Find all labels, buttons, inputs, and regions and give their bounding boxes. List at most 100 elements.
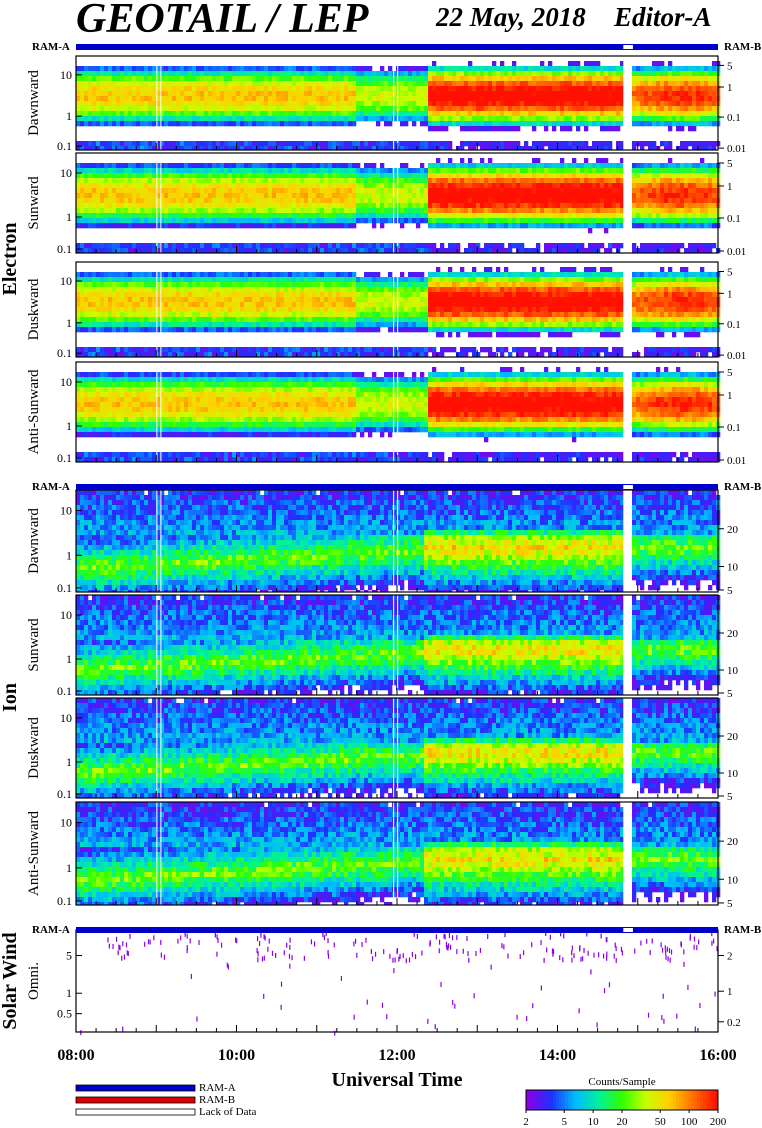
spectrogram-cell [364,168,369,174]
spectrogram-cell [480,121,485,127]
spectrogram-cell [108,203,113,209]
spectrogram-cell [540,208,545,214]
spectrogram-cell [80,327,85,333]
spectrogram-cell [648,173,653,179]
spectrogram-cell [432,106,437,112]
spectrogram-cell [452,198,457,204]
spectrogram-cell [360,213,365,219]
spectrogram-cell [212,141,217,147]
spectrogram-cell [660,243,665,249]
spectrogram-cell [100,352,105,358]
spectrogram-cell [480,76,485,82]
spectrogram-cell [712,111,717,117]
spectrogram-cell [548,101,553,107]
spectrogram-cell [552,81,557,87]
spectrogram-cell [312,198,317,204]
spectrogram-cell [536,208,541,214]
spectrogram-cell [560,163,565,169]
spectrogram-cell [328,168,333,174]
spectrogram-cell [696,111,701,117]
spectrogram-cell [476,106,481,112]
spectrogram-cell [440,213,445,219]
spectrogram-cell [448,223,453,229]
spectrogram-cell [264,71,269,77]
spectrogram-cell [288,188,293,194]
spectrogram-cell [252,101,257,107]
spectrogram-cell [80,292,85,298]
spectrogram-cell [128,76,133,82]
spectrogram-cell [172,101,177,107]
spectrogram-cell [528,183,533,189]
spectrogram-cell [132,101,137,107]
spectrogram-cell [444,111,449,117]
spectrogram-cell [552,203,557,209]
spectrogram-cell [508,183,513,189]
spectrogram-cell [568,193,573,199]
spectrogram-cell [128,327,133,333]
spectrogram-cell [140,203,145,209]
spectrogram-cell [188,146,193,151]
spectrogram-cell [552,173,557,179]
spectrogram-cell [592,106,597,112]
spectrogram-cell [104,111,109,117]
spectrogram-cell [288,76,293,82]
spectrogram-cell [112,66,117,72]
spectrogram-cell [584,141,589,147]
spectrogram-cell [252,116,257,122]
spectrogram-cell [156,193,161,199]
spectrogram-cell [264,248,269,254]
spectrogram-cell [704,193,709,199]
spectrogram-cell [592,208,597,214]
spectrogram-cell [132,203,137,209]
spectrogram-cell [372,173,377,179]
spectrogram-cell [184,243,189,249]
spectrogram-cell [384,146,389,151]
spectrogram-cell [664,173,669,179]
spectrogram-cell [196,91,201,97]
spectrogram-cell [280,71,285,77]
spectrogram-cell [660,163,665,169]
spectrogram-cell [676,111,681,117]
spectrogram-cell [368,106,373,112]
spectrogram-cell [144,203,149,209]
spectrogram-cell [436,248,441,254]
spectrogram-cell [468,121,473,127]
spectrogram-cell [680,66,685,72]
spectrogram-cell [336,141,341,147]
spectrogram-cell [452,203,457,209]
spectrogram-cell [76,76,81,82]
spectrogram-cell [568,66,573,72]
spectrogram-cell [156,141,161,147]
spectrogram-cell [272,106,277,112]
spectrogram-cell [156,188,161,194]
spectrogram-cell [692,76,697,82]
spectrogram-cell [220,168,225,174]
spectrogram-cell [108,116,113,122]
spectrogram-cell [436,163,441,169]
spectrogram-cell [340,146,345,151]
spectrogram-cell [280,213,285,219]
spectrogram-cell [288,146,293,151]
spectrogram-cell [572,218,577,224]
spectrogram-cell [532,218,537,224]
spectrogram-cell [120,282,125,288]
spectrogram-cell [700,116,705,122]
spectrogram-cell [580,208,585,214]
spectrogram-cell [684,81,689,87]
spectrogram-cell [116,322,121,328]
spectrogram-cell [652,173,657,179]
spectrogram-cell [144,193,149,199]
spectrogram-cell [200,203,205,209]
spectrogram-cell [668,116,673,122]
spectrogram-cell [268,198,273,204]
spectrogram-cell [180,116,185,122]
spectrogram-cell [664,193,669,199]
spectrogram-cell [244,213,249,219]
spectrogram-cell [664,106,669,112]
spectrogram-cell [568,96,573,102]
spectrogram-cell [352,203,357,209]
spectrogram-cell [524,146,529,151]
spectrogram-cell [688,76,693,82]
spectrogram-cell [176,213,181,219]
spectrogram-cell [124,66,129,72]
